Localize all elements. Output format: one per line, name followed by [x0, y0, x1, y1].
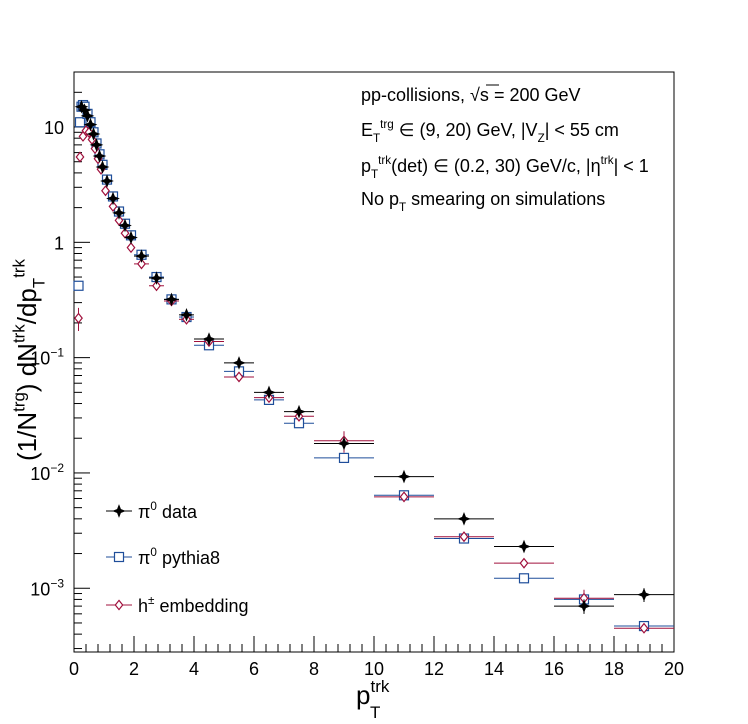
data-point: [637, 587, 651, 602]
y-axis-title: (1/Ntrg) dNtrk/dpTtrk: [9, 258, 48, 461]
x-tick-label: 18: [604, 659, 624, 679]
x-tick-label: 12: [424, 659, 444, 679]
x-tick-label: 6: [249, 659, 259, 679]
data-point: [134, 249, 149, 263]
y-tick-label: 10−1: [30, 346, 64, 369]
data-point: [262, 385, 276, 400]
y-axis-title-text: (1/Ntrg) dNtrk/dpTtrk: [9, 258, 48, 461]
data-point: [457, 512, 471, 526]
x-tick-label: 10: [364, 659, 384, 679]
data-point: [639, 622, 649, 634]
data-point: [149, 271, 164, 285]
data-point: [519, 557, 529, 569]
legend-label: π0 pythia8: [138, 546, 220, 568]
x-tick-label: 4: [189, 659, 199, 679]
data-point: [338, 452, 350, 464]
data-point: [118, 218, 132, 233]
data-point: [92, 149, 107, 163]
data-point: [126, 242, 136, 254]
legend-label: h± embedding: [138, 594, 249, 616]
data-point: [337, 436, 351, 451]
data-point: [137, 258, 146, 270]
data-point: [101, 185, 110, 197]
y-tick-label: 10: [44, 118, 64, 138]
data-point: [152, 280, 161, 292]
data-point: [83, 117, 98, 132]
legend: π0 data π0 pythia8 h± embedding: [106, 500, 249, 616]
data-point: [89, 138, 104, 152]
y-tick-label: 1: [54, 233, 64, 253]
x-tick-label: 16: [544, 659, 564, 679]
data-point: [292, 404, 306, 419]
x-tick-label: 14: [484, 659, 504, 679]
x-tick-label: 8: [309, 659, 319, 679]
data-point: [114, 214, 124, 226]
series--0-data: [74, 99, 674, 614]
legend-marker: [112, 504, 126, 518]
legend-marker: [113, 551, 125, 563]
data-point: [397, 469, 411, 484]
data-point: [518, 573, 530, 584]
data-point: [74, 312, 83, 324]
data-point: [577, 599, 591, 613]
data-point: [179, 308, 194, 322]
annotation-line: pp-collisions, √s = 200 GeV: [361, 85, 581, 105]
data-point: [108, 200, 118, 212]
data-point: [112, 206, 126, 220]
data-point: [74, 117, 86, 128]
data-point: [459, 531, 469, 543]
legend-marker: [114, 599, 124, 611]
y-tick-label: 10−2: [30, 461, 64, 484]
data-point: [164, 292, 179, 307]
legend-label: π0 data: [138, 500, 198, 522]
data-point: [95, 160, 110, 174]
x-tick-label: 2: [129, 659, 139, 679]
data-point: [86, 127, 101, 141]
y-tick-label: 10−3: [30, 576, 64, 599]
data-point: [73, 280, 84, 291]
data-point: [100, 174, 114, 188]
data-point: [124, 230, 138, 245]
annotation-line: No pT smearing on simulations: [361, 189, 605, 214]
annotation-line: pTtrk(det) ∈ (0.2, 30) GeV/c, |ηtrk| < 1: [361, 154, 649, 181]
data-point: [232, 356, 246, 370]
data-point: [106, 191, 120, 206]
data-series: [73, 99, 674, 634]
data-point: [517, 539, 531, 554]
x-tick-label: 20: [664, 659, 684, 679]
x-axis-title-sub: T: [370, 703, 380, 722]
data-point: [80, 109, 95, 123]
x-axis-title: ptrk: [356, 677, 390, 710]
data-point: [202, 332, 216, 346]
data-point: [399, 491, 409, 503]
data-point: [75, 151, 85, 163]
axis-tick-labels: 0 2 4 6 8 10 12 14 16 18 20 10 1 10−1 10−2 10−3: [30, 118, 684, 679]
x-tick-label: 0: [69, 659, 79, 679]
annotation-line: ETtrg ∈ (9, 20) GeV, |VZ| < 55 cm: [361, 118, 619, 145]
annotation-block: pp-collisions, √s = 200 GeV ETtrg ∈ (9, 2…: [361, 84, 649, 214]
axis-ticks: [73, 71, 675, 652]
data-point: [234, 371, 244, 383]
